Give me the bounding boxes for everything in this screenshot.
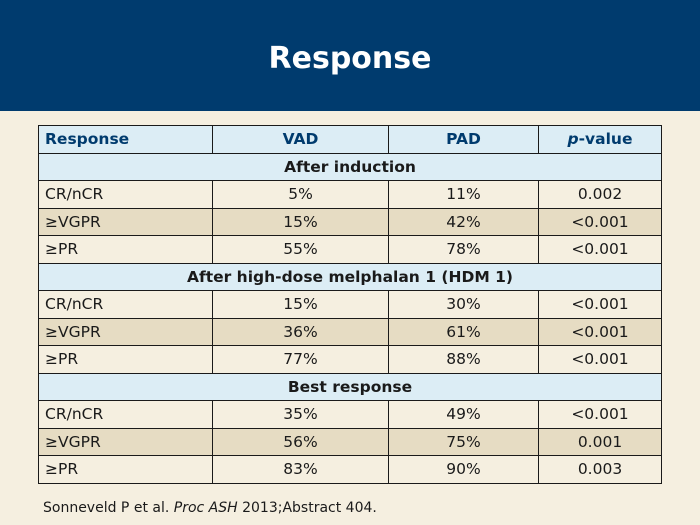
row-label: ≥VGPR — [38, 317, 213, 346]
row-label: ≥VGPR — [38, 427, 213, 456]
table-row: ≥PR 83% 90% 0.003 — [38, 455, 662, 484]
p-value-cell: <0.001 — [538, 317, 662, 346]
p-value-cell: <0.001 — [538, 400, 662, 429]
p-value-cell: 0.001 — [538, 427, 662, 456]
pad-cell: 61% — [388, 317, 539, 346]
vad-cell: 77% — [212, 345, 389, 374]
table-header-row: Response VAD PAD p-value — [38, 125, 662, 154]
column-header-response: Response — [38, 125, 213, 154]
section-row: After high-dose melphalan 1 (HDM 1) — [38, 262, 662, 291]
section-title: Best response — [38, 372, 662, 401]
vad-cell: 55% — [212, 235, 389, 264]
citation-journal: Proc ASH — [173, 500, 238, 516]
pad-cell: 30% — [388, 290, 539, 319]
p-value-cell: 0.003 — [538, 455, 662, 484]
p-value-cell: <0.001 — [538, 345, 662, 374]
p-value-suffix: -value — [578, 130, 633, 149]
vad-cell: 83% — [212, 455, 389, 484]
table-row: ≥PR 77% 88% <0.001 — [38, 345, 662, 374]
section-title: After induction — [38, 152, 662, 181]
table-row: CR/nCR 5% 11% 0.002 — [38, 180, 662, 209]
vad-cell: 56% — [212, 427, 389, 456]
p-value-cell: <0.001 — [538, 235, 662, 264]
p-value-cell: 0.002 — [538, 180, 662, 209]
table-row: ≥VGPR 56% 75% 0.001 — [38, 427, 662, 456]
row-label: CR/nCR — [38, 400, 213, 429]
citation: Sonneveld P et al. Proc ASH 2013;Abstrac… — [43, 500, 377, 516]
pad-cell: 75% — [388, 427, 539, 456]
p-value-cell: <0.001 — [538, 290, 662, 319]
vad-cell: 15% — [212, 290, 389, 319]
vad-cell: 36% — [212, 317, 389, 346]
vad-cell: 15% — [212, 207, 389, 236]
vad-cell: 35% — [212, 400, 389, 429]
response-table: Response VAD PAD p-value After induction… — [38, 125, 662, 484]
table-row: ≥VGPR 15% 42% <0.001 — [38, 207, 662, 236]
section-row: After induction — [38, 152, 662, 181]
citation-details: 2013;Abstract 404. — [237, 500, 377, 516]
p-value-cell: <0.001 — [538, 207, 662, 236]
pad-cell: 90% — [388, 455, 539, 484]
section-title: After high-dose melphalan 1 (HDM 1) — [38, 262, 662, 291]
column-header-pad: PAD — [388, 125, 539, 154]
table-row: ≥PR 55% 78% <0.001 — [38, 235, 662, 264]
citation-authors: Sonneveld P et al. — [43, 500, 174, 516]
pad-cell: 42% — [388, 207, 539, 236]
row-label: CR/nCR — [38, 180, 213, 209]
section-row: Best response — [38, 372, 662, 401]
vad-cell: 5% — [212, 180, 389, 209]
table-row: CR/nCR 15% 30% <0.001 — [38, 290, 662, 319]
title-banner: Response — [0, 0, 700, 111]
pad-cell: 11% — [388, 180, 539, 209]
pad-cell: 49% — [388, 400, 539, 429]
row-label: ≥PR — [38, 345, 213, 374]
row-label: ≥PR — [38, 235, 213, 264]
row-label: ≥VGPR — [38, 207, 213, 236]
column-header-vad: VAD — [212, 125, 389, 154]
pad-cell: 88% — [388, 345, 539, 374]
row-label: CR/nCR — [38, 290, 213, 319]
p-italic: p — [567, 130, 579, 149]
table-row: CR/nCR 35% 49% <0.001 — [38, 400, 662, 429]
row-label: ≥PR — [38, 455, 213, 484]
slide-title: Response — [268, 41, 432, 76]
table-row: ≥VGPR 36% 61% <0.001 — [38, 317, 662, 346]
column-header-p-value: p-value — [538, 125, 662, 154]
pad-cell: 78% — [388, 235, 539, 264]
